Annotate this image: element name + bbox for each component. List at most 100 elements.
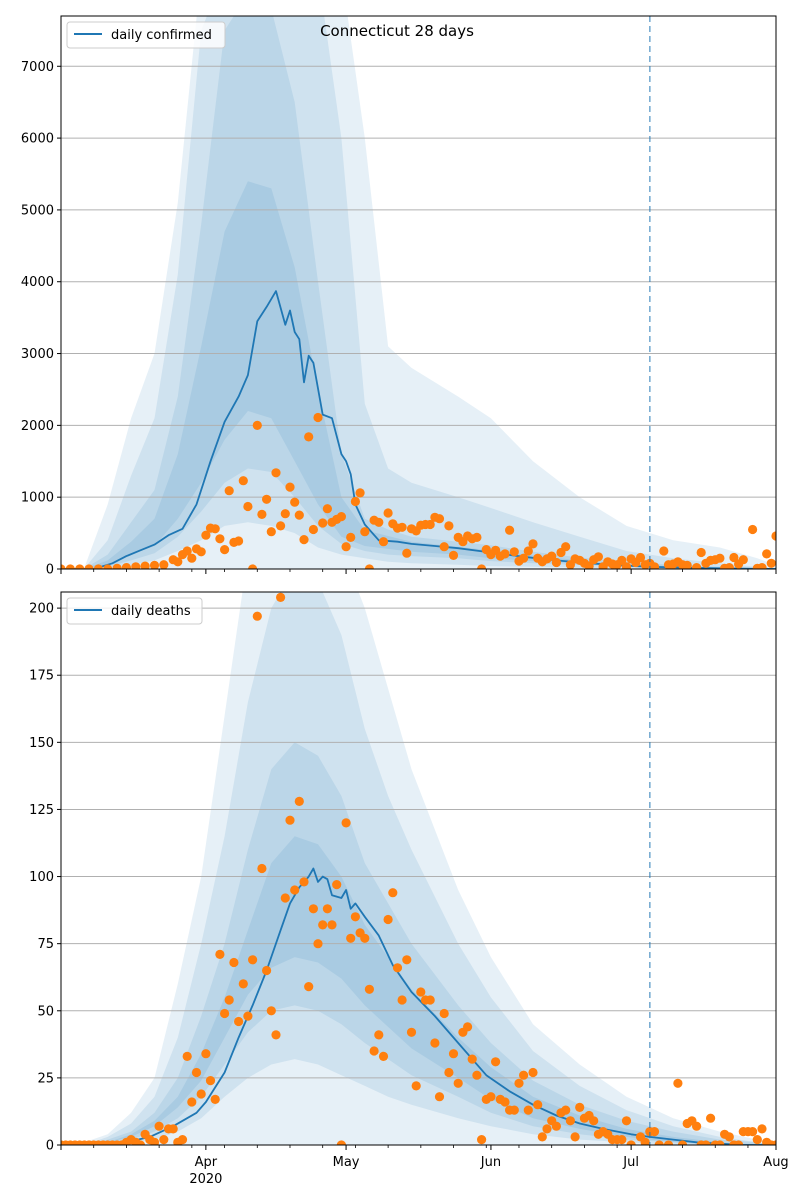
deaths-data-point — [360, 933, 370, 943]
confirmed-data-point — [448, 550, 459, 561]
confirmed-data-point — [523, 546, 533, 556]
confirmed-y-tick-label: 0 — [46, 563, 54, 578]
deaths-data-point — [327, 920, 337, 930]
confirmed-bands — [61, 16, 776, 569]
confirmed-data-point — [93, 564, 103, 569]
deaths-data-point — [257, 863, 267, 874]
deaths-data-point — [280, 893, 290, 903]
confirmed-data-point — [561, 542, 571, 552]
confirmed-data-point — [766, 558, 776, 568]
confirmed-data-point — [397, 522, 407, 532]
deaths-data-point — [491, 1057, 501, 1067]
confirmed-data-point — [131, 562, 141, 569]
confirmed-data-point — [547, 551, 557, 561]
deaths-x-tick-label: Aug — [763, 1155, 788, 1170]
confirmed-data-point — [308, 524, 318, 535]
confirmed-data-point — [350, 496, 360, 507]
deaths-legend-label: daily deaths — [111, 604, 191, 619]
deaths-data-point — [205, 1076, 216, 1086]
confirmed-data-point — [724, 563, 734, 569]
confirmed-data-point — [149, 560, 160, 569]
confirmed-data-point — [140, 561, 150, 569]
confirmed-data-point — [748, 524, 758, 535]
confirmed-data-point — [696, 547, 706, 558]
deaths-data-point — [224, 995, 234, 1005]
deaths-data-point — [406, 1027, 417, 1037]
confirmed-legend: daily confirmed — [66, 21, 226, 49]
confirmed-data-point — [196, 547, 206, 557]
deaths-data-point — [448, 1049, 459, 1059]
confirmed-data-point — [355, 488, 365, 498]
confirmed-data-point — [84, 564, 94, 569]
confirmed-data-point — [290, 497, 300, 507]
deaths-data-point — [453, 1078, 463, 1088]
confirmed-data-point — [336, 511, 346, 522]
confirmed-band-0 — [61, 16, 776, 569]
deaths-data-point — [276, 592, 286, 603]
confirmed-data-point — [299, 535, 309, 545]
confirmed-legend-box — [66, 21, 226, 49]
deaths-data-point — [299, 877, 309, 887]
confirmed-y-tick-label: 4000 — [21, 275, 54, 290]
confirmed-data-point — [220, 545, 230, 555]
deaths-legend-box — [66, 597, 203, 625]
deaths-data-point — [565, 1116, 576, 1126]
confirmed-data-point — [210, 524, 220, 534]
deaths-y-tick-label: 150 — [29, 736, 54, 751]
deaths-data-point — [322, 904, 332, 914]
confirmed-data-point — [528, 539, 538, 549]
confirmed-data-point — [434, 514, 445, 524]
deaths-data-point — [346, 933, 356, 943]
deaths-data-point — [724, 1132, 734, 1142]
deaths-data-point — [467, 1054, 477, 1064]
deaths-data-point — [533, 1100, 543, 1110]
deaths-data-point — [182, 1051, 192, 1061]
deaths-data-point — [350, 912, 360, 922]
confirmed-data-point — [304, 432, 314, 442]
deaths-y-tick-label: 0 — [46, 1139, 54, 1154]
deaths-data-point — [210, 1094, 220, 1104]
confirmed-data-point — [201, 530, 211, 540]
deaths-data-point — [621, 1116, 632, 1126]
deaths-data-point — [364, 984, 374, 994]
deaths-data-point — [304, 982, 314, 992]
confirmed-axes-frame — [60, 15, 777, 570]
deaths-axes-box — [60, 591, 777, 1146]
confirmed-y-tick-label: 7000 — [21, 60, 54, 75]
confirmed-y-tick-label: 5000 — [21, 203, 54, 218]
confirmed-data-point — [500, 549, 510, 559]
confirmed-data-point — [271, 468, 281, 478]
deaths-data-point — [191, 1067, 202, 1078]
deaths-data-point — [692, 1121, 702, 1131]
deaths-data-point — [528, 1067, 538, 1078]
confirmed-data-point — [294, 510, 304, 520]
deaths-data-point — [392, 963, 403, 973]
deaths-data-point — [313, 939, 323, 949]
deaths-y-tick-label: 200 — [29, 602, 54, 617]
deaths-data-point — [294, 796, 304, 807]
deaths-data-point — [472, 1070, 482, 1080]
confirmed-data-point — [551, 557, 562, 568]
deaths-points — [61, 592, 776, 1145]
deaths-x-ticks: Apr 2020 May Jun Jul Aug — [60, 1145, 789, 1187]
confirmed-data-point — [285, 482, 295, 492]
confirmed-data-point — [266, 527, 276, 537]
confirmed-data-point — [635, 552, 646, 563]
confirmed-data-point — [252, 420, 262, 430]
confirmed-data-point — [757, 563, 767, 569]
confirmed-band-2 — [61, 16, 776, 569]
deaths-band-0 — [61, 592, 776, 1145]
deaths-x-tick-label: Jun — [480, 1155, 501, 1170]
deaths-data-point — [266, 1006, 276, 1016]
deaths-data-point — [341, 818, 351, 828]
confirmed-data-point — [121, 563, 131, 569]
deaths-y-tick-label: 75 — [37, 937, 54, 952]
confirmed-data-point — [402, 548, 412, 558]
deaths-data-point — [187, 1097, 197, 1107]
confirmed-data-point — [234, 536, 244, 546]
confirmed-legend-label: daily confirmed — [111, 28, 212, 43]
confirmed-y-tick-label: 6000 — [21, 132, 54, 147]
deaths-data-point — [215, 949, 225, 960]
deaths-y-tick-label: 175 — [29, 669, 54, 684]
